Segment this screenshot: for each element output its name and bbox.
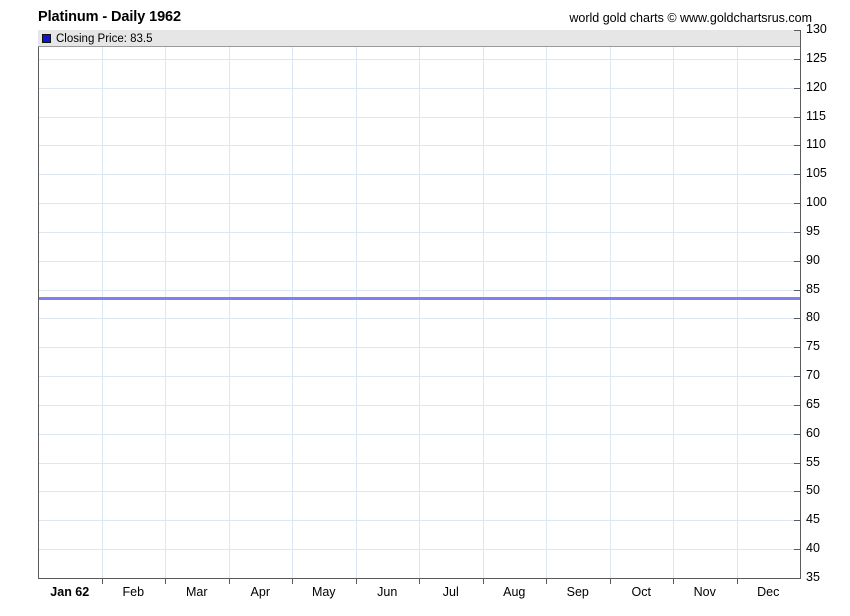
y-axis-tick-label: 35 bbox=[806, 570, 820, 584]
gridline-vertical bbox=[673, 30, 674, 578]
x-axis-tick bbox=[292, 579, 293, 584]
y-axis-tick bbox=[794, 116, 801, 118]
y-axis-tick-label: 95 bbox=[806, 223, 820, 238]
x-axis-tick-label: Jan 62 bbox=[50, 585, 90, 599]
y-axis-tick bbox=[794, 30, 801, 31]
x-axis-tick bbox=[419, 579, 420, 584]
y-axis-tick-label: 80 bbox=[806, 310, 820, 325]
y-axis-tick bbox=[794, 404, 801, 406]
gridline-vertical bbox=[736, 30, 738, 578]
gridline-vertical bbox=[228, 30, 230, 578]
y-axis-tick-label: 130 bbox=[806, 22, 827, 36]
legend-item-label: Closing Price: 83.5 bbox=[56, 32, 153, 45]
gridline-vertical bbox=[165, 30, 166, 578]
legend-color-swatch-icon bbox=[42, 34, 51, 43]
y-axis-tick bbox=[794, 491, 801, 493]
attribution-text: world gold charts © www.goldchartsrus.co… bbox=[569, 11, 812, 25]
x-axis-tick bbox=[355, 579, 357, 584]
x-axis-tick bbox=[546, 579, 547, 584]
y-axis-tick-label: 75 bbox=[806, 339, 820, 354]
y-axis-tick-label: 120 bbox=[806, 79, 827, 94]
x-axis-spine bbox=[38, 578, 801, 579]
y-axis-tick bbox=[794, 289, 801, 291]
legend-item-closing-price[interactable]: Closing Price: 83.5 bbox=[42, 31, 153, 46]
x-axis-tick bbox=[609, 579, 611, 584]
y-axis-tick-label: 90 bbox=[806, 252, 820, 267]
y-axis-tick-label: 40 bbox=[806, 541, 820, 556]
y-axis-tick bbox=[794, 145, 801, 147]
y-axis-tick bbox=[794, 520, 801, 522]
y-axis-tick bbox=[794, 433, 801, 435]
chart-header: Platinum - Daily 1962 world gold charts … bbox=[0, 0, 850, 28]
y-axis-tick-label: 45 bbox=[806, 512, 820, 527]
y-axis-tick bbox=[794, 203, 801, 205]
x-axis-tick-label: Jul bbox=[442, 585, 459, 599]
x-axis-tick-label: Nov bbox=[693, 585, 716, 599]
x-axis-tick-label: May bbox=[311, 585, 336, 599]
y-axis-tick bbox=[794, 462, 801, 464]
gridline-vertical bbox=[355, 30, 357, 578]
gridline-vertical bbox=[292, 30, 293, 578]
x-axis-tick bbox=[482, 579, 484, 584]
y-axis-tick-label: 110 bbox=[806, 137, 826, 152]
chart-legend[interactable]: Closing Price: 83.5 bbox=[38, 30, 800, 47]
x-axis-tick-label: Oct bbox=[631, 585, 651, 599]
y-axis-tick bbox=[794, 578, 801, 579]
x-axis-tick bbox=[101, 579, 103, 584]
y-axis-tick-label: 105 bbox=[806, 166, 827, 181]
y-axis-tick bbox=[794, 260, 801, 262]
gridline-vertical bbox=[609, 30, 611, 578]
x-axis-tick bbox=[228, 579, 230, 584]
gridline-vertical bbox=[101, 30, 103, 578]
x-axis-tick bbox=[165, 579, 166, 584]
y-axis-tick-label: 55 bbox=[806, 454, 820, 469]
y-axis-tick-label: 85 bbox=[806, 281, 820, 296]
y-axis-tick bbox=[794, 318, 801, 320]
y-axis-tick-label: 65 bbox=[806, 396, 820, 411]
y-axis-tick-label: 50 bbox=[806, 483, 820, 498]
y-axis-tick bbox=[794, 376, 801, 378]
y-axis-tick-label: 60 bbox=[806, 425, 820, 440]
y-axis-tick bbox=[794, 549, 801, 551]
y-axis-tick bbox=[794, 174, 801, 176]
gridline-vertical bbox=[482, 30, 484, 578]
gridline-vertical bbox=[419, 30, 420, 578]
y-axis-tick bbox=[794, 58, 801, 60]
gridline-vertical bbox=[546, 30, 547, 578]
x-axis-tick-label: Jun bbox=[377, 585, 398, 599]
x-axis-tick-label: Apr bbox=[250, 585, 270, 599]
x-axis-tick-label: Aug bbox=[503, 585, 526, 599]
x-axis-tick-label: Sep bbox=[566, 585, 589, 599]
y-axis-tick bbox=[794, 347, 801, 349]
y-axis-tick-label: 125 bbox=[806, 50, 827, 65]
y-axis-left-spine bbox=[38, 30, 39, 579]
x-axis-tick-label: Dec bbox=[757, 585, 780, 599]
page-title: Platinum - Daily 1962 bbox=[38, 9, 181, 25]
series-line-closing-price bbox=[38, 297, 800, 301]
y-axis-tick-label: 70 bbox=[806, 368, 820, 383]
x-axis-tick bbox=[736, 579, 738, 584]
y-axis-tick bbox=[794, 87, 801, 89]
x-axis-tick bbox=[673, 579, 674, 584]
chart-plot-frame bbox=[38, 30, 800, 578]
x-axis-tick-label: Feb bbox=[122, 585, 145, 599]
y-axis-right-spine bbox=[800, 30, 801, 579]
y-axis-tick-label: 100 bbox=[806, 195, 827, 210]
x-axis-tick-label: Mar bbox=[185, 585, 208, 599]
y-axis-tick-label: 115 bbox=[806, 108, 826, 123]
y-axis-tick bbox=[794, 231, 801, 233]
plot-area bbox=[38, 30, 800, 578]
